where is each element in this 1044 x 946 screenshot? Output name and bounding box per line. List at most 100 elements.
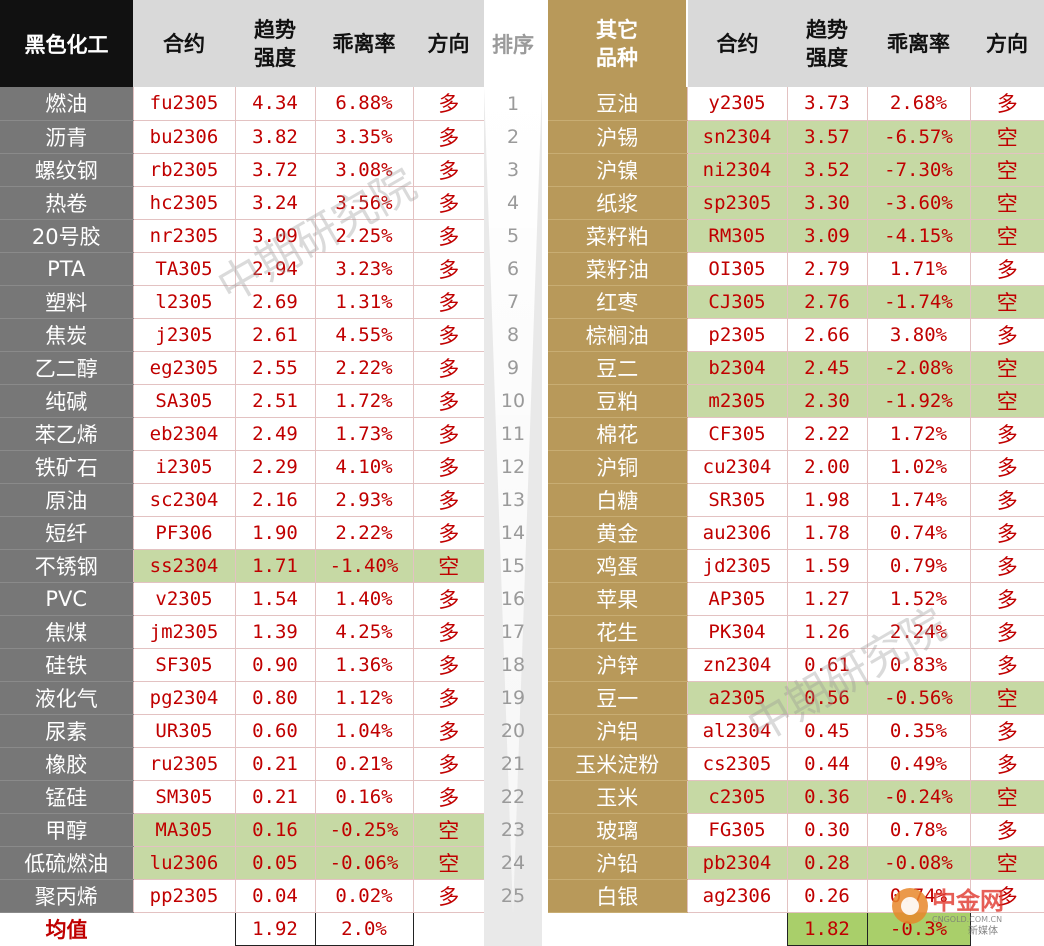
deviation-cell-right: -1.74% — [866, 285, 970, 319]
direction-cell-right: 多 — [969, 879, 1044, 913]
rank-row: 16 — [484, 582, 542, 615]
rank-number: 15 — [500, 554, 526, 577]
direction-cell: 多 — [412, 351, 484, 385]
header-strength-line2: 强度 — [254, 45, 296, 70]
left-table-row: 原油 sc2304 2.16 2.93% 多 — [0, 483, 484, 517]
strength-cell-right: 0.28 — [786, 846, 867, 880]
rank-number: 23 — [500, 818, 526, 841]
direction-cell: 多 — [412, 450, 484, 484]
strength-cell-right: 1.78 — [786, 516, 867, 550]
contract-cell: i2305 — [132, 450, 235, 484]
left-table-row: 尿素 UR305 0.60 1.04% 多 — [0, 714, 484, 748]
header-category-right-line2: 品种 — [596, 45, 638, 70]
average-deviation-right: -0.3% — [866, 911, 971, 946]
strength-cell-right: 0.56 — [786, 681, 867, 715]
commodity-name: 螺纹钢 — [0, 153, 133, 187]
footer-empty-cell — [970, 912, 1044, 945]
deviation-cell: 0.02% — [314, 879, 413, 913]
right-table: 其它 品种 合约 趋势 强度 乖离率 方向 豆油 y2305 3.73 2.68% 多沪… — [548, 0, 1044, 946]
direction-cell: 多 — [412, 318, 484, 352]
left-table-row: 苯乙烯 eb2304 2.49 1.73% 多 — [0, 417, 484, 451]
direction-cell-right: 多 — [969, 252, 1044, 286]
commodity-name: 尿素 — [0, 714, 133, 748]
commodity-name-right: 玉米淀粉 — [548, 747, 687, 781]
commodity-name-right: 沪锡 — [548, 120, 687, 154]
deviation-cell-right: -7.30% — [866, 153, 970, 187]
direction-cell: 多 — [412, 648, 484, 682]
contract-cell-right: SR305 — [686, 483, 787, 517]
header-contract: 合约 — [133, 0, 235, 87]
rank-number: 20 — [500, 719, 526, 742]
deviation-cell-right: 1.52% — [866, 582, 970, 616]
strength-cell: 2.16 — [234, 483, 315, 517]
strength-cell: 4.34 — [234, 87, 315, 121]
contract-cell-right: CF305 — [686, 417, 787, 451]
contract-cell: TA305 — [132, 252, 235, 286]
commodity-name: 聚丙烯 — [0, 879, 133, 913]
right-table-row: 豆二 b2304 2.45 -2.08% 空 — [548, 351, 1044, 385]
commodity-name-right: 棉花 — [548, 417, 687, 451]
rank-row: 14 — [484, 516, 542, 549]
commodity-name: 硅铁 — [0, 648, 133, 682]
direction-cell: 多 — [412, 186, 484, 220]
commodity-name-right: 苹果 — [548, 582, 687, 616]
deviation-cell: 2.22% — [314, 351, 413, 385]
strength-cell-right: 0.44 — [786, 747, 867, 781]
commodity-name: 焦煤 — [0, 615, 133, 649]
rank-number: 7 — [506, 290, 520, 313]
direction-cell-right: 多 — [969, 582, 1044, 616]
direction-cell: 多 — [412, 582, 484, 616]
header-direction-right: 方向 — [970, 0, 1044, 87]
deviation-cell: 2.93% — [314, 483, 413, 517]
rank-number: 3 — [506, 158, 520, 181]
right-table-row: 花生 PK304 1.26 2.24% 多 — [548, 615, 1044, 649]
contract-cell: ss2304 — [132, 549, 235, 583]
strength-cell-right: 2.66 — [786, 318, 867, 352]
left-table-row: 乙二醇 eg2305 2.55 2.22% 多 — [0, 351, 484, 385]
direction-cell: 多 — [412, 780, 484, 814]
direction-cell-right: 多 — [969, 450, 1044, 484]
deviation-cell: 3.35% — [314, 120, 413, 154]
strength-cell: 3.24 — [234, 186, 315, 220]
left-table-row: 液化气 pg2304 0.80 1.12% 多 — [0, 681, 484, 715]
strength-cell-right: 3.09 — [786, 219, 867, 253]
direction-cell-right: 空 — [969, 186, 1044, 220]
strength-cell: 0.90 — [234, 648, 315, 682]
commodity-name-right: 棕榈油 — [548, 318, 687, 352]
right-table-row: 沪铝 al2304 0.45 0.35% 多 — [548, 714, 1044, 748]
left-table-row: 不锈钢 ss2304 1.71 -1.40% 空 — [0, 549, 484, 583]
deviation-cell: 3.08% — [314, 153, 413, 187]
rank-number: 4 — [506, 191, 520, 214]
commodity-name-right: 纸浆 — [548, 186, 687, 220]
deviation-cell: -0.25% — [314, 813, 413, 847]
deviation-cell-right: 1.02% — [866, 450, 970, 484]
contract-cell: lu2306 — [132, 846, 235, 880]
deviation-cell-right: -6.57% — [866, 120, 970, 154]
right-table-row: 豆粕 m2305 2.30 -1.92% 空 — [548, 384, 1044, 418]
right-table-row: 纸浆 sp2305 3.30 -3.60% 空 — [548, 186, 1044, 220]
deviation-cell: 2.22% — [314, 516, 413, 550]
strength-cell-right: 3.52 — [786, 153, 867, 187]
rank-row: 20 — [484, 714, 542, 747]
rank-row: 18 — [484, 648, 542, 681]
strength-cell-right: 2.30 — [786, 384, 867, 418]
header-strength-line1: 趋势 — [254, 17, 296, 42]
deviation-cell: 0.21% — [314, 747, 413, 781]
average-label: 均值 — [45, 917, 88, 942]
direction-cell: 多 — [412, 120, 484, 154]
contract-cell-right: m2305 — [686, 384, 787, 418]
contract-cell-right: FG305 — [686, 813, 787, 847]
contract-cell: j2305 — [132, 318, 235, 352]
contract-cell: PF306 — [132, 516, 235, 550]
rank-row: 3 — [484, 153, 542, 186]
deviation-cell-right: -2.08% — [866, 351, 970, 385]
commodity-name: 乙二醇 — [0, 351, 133, 385]
direction-cell-right: 多 — [969, 318, 1044, 352]
direction-cell: 多 — [412, 219, 484, 253]
right-table-row: 豆一 a2305 0.56 -0.56% 空 — [548, 681, 1044, 715]
rank-number: 6 — [506, 257, 520, 280]
contract-cell: jm2305 — [132, 615, 235, 649]
contract-cell: SF305 — [132, 648, 235, 682]
strength-cell: 0.60 — [234, 714, 315, 748]
left-table-row: 塑料 l2305 2.69 1.31% 多 — [0, 285, 484, 319]
